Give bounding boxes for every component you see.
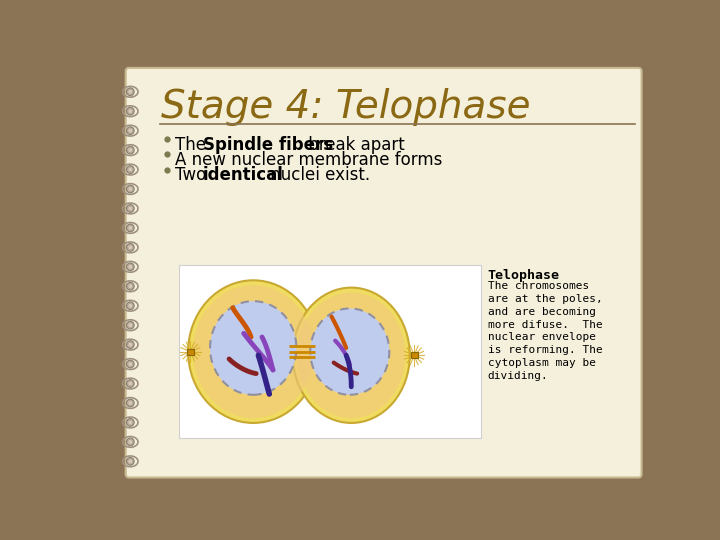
Circle shape — [127, 107, 134, 115]
Circle shape — [128, 246, 132, 249]
Circle shape — [128, 343, 132, 347]
Text: Spindle fibers: Spindle fibers — [203, 136, 333, 154]
Circle shape — [128, 285, 132, 288]
Ellipse shape — [188, 280, 318, 423]
Text: The chromosomes
are at the poles,
and are becoming
more difuse.  The
nuclear env: The chromosomes are at the poles, and ar… — [487, 281, 603, 381]
Circle shape — [128, 148, 132, 152]
Circle shape — [127, 321, 134, 329]
Circle shape — [127, 166, 134, 173]
Circle shape — [128, 421, 132, 424]
FancyBboxPatch shape — [186, 349, 194, 355]
Circle shape — [128, 187, 132, 191]
Circle shape — [128, 109, 132, 113]
Circle shape — [127, 399, 134, 407]
Ellipse shape — [310, 308, 390, 395]
Circle shape — [127, 360, 134, 368]
Circle shape — [127, 418, 134, 426]
Circle shape — [127, 185, 134, 193]
Ellipse shape — [297, 292, 405, 418]
Circle shape — [128, 90, 132, 93]
Circle shape — [127, 438, 134, 446]
Circle shape — [127, 88, 134, 96]
FancyBboxPatch shape — [179, 265, 482, 438]
Circle shape — [128, 304, 132, 308]
FancyBboxPatch shape — [410, 353, 418, 358]
Text: Stage 4: Telophase: Stage 4: Telophase — [161, 88, 531, 126]
Circle shape — [127, 302, 134, 309]
Text: The: The — [175, 136, 211, 154]
Ellipse shape — [193, 285, 314, 418]
Ellipse shape — [210, 301, 297, 395]
Circle shape — [127, 282, 134, 290]
Text: Two: Two — [175, 166, 212, 185]
Text: A new nuclear membrane forms: A new nuclear membrane forms — [175, 151, 442, 169]
Circle shape — [127, 263, 134, 271]
Circle shape — [127, 244, 134, 251]
Circle shape — [128, 401, 132, 405]
Text: Telophase: Telophase — [487, 269, 559, 282]
Circle shape — [128, 362, 132, 366]
Circle shape — [127, 146, 134, 154]
Circle shape — [128, 206, 132, 211]
Circle shape — [128, 167, 132, 172]
Circle shape — [127, 127, 134, 134]
Circle shape — [127, 380, 134, 387]
FancyBboxPatch shape — [126, 68, 642, 477]
Text: break apart: break apart — [303, 136, 405, 154]
Circle shape — [127, 224, 134, 232]
Circle shape — [127, 341, 134, 348]
Circle shape — [127, 457, 134, 465]
Circle shape — [128, 226, 132, 230]
Circle shape — [128, 323, 132, 327]
Circle shape — [127, 205, 134, 212]
Ellipse shape — [293, 288, 410, 423]
Circle shape — [128, 129, 132, 133]
Circle shape — [128, 460, 132, 463]
Text: nuclei exist.: nuclei exist. — [266, 166, 371, 185]
Circle shape — [128, 440, 132, 444]
Circle shape — [128, 265, 132, 269]
Circle shape — [128, 382, 132, 386]
Text: identical: identical — [203, 166, 284, 185]
